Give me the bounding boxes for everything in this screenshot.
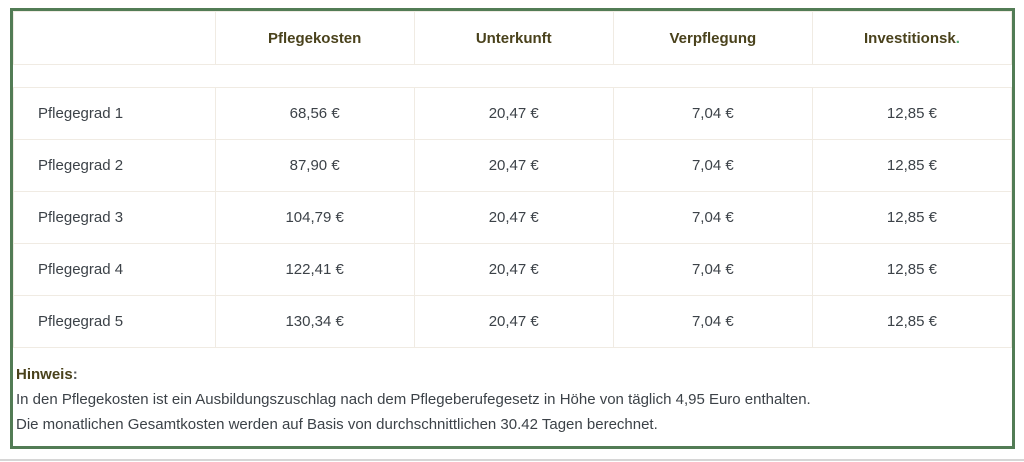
bottom-divider [0, 459, 1024, 461]
care-costs-panel: Pflegekosten Unterkunft Verpflegung Inve… [10, 8, 1015, 449]
cell-unterkunft: 20,47 € [413, 87, 614, 140]
table-row: Pflegegrad 1 68,56 € 20,47 € 7,04 € 12,8… [13, 87, 1013, 140]
cell-unterkunft: 20,47 € [413, 139, 614, 192]
table-row: Pflegegrad 3 104,79 € 20,47 € 7,04 € 12,… [13, 191, 1013, 244]
row-label: Pflegegrad 4 [13, 243, 216, 296]
cell-pflegekosten: 68,56 € [214, 87, 415, 140]
header-cell-pflegekosten: Pflegekosten [214, 11, 415, 65]
header-cell-investitionsk: Investitionsk. [811, 11, 1013, 65]
cell-pflegekosten: 87,90 € [214, 139, 415, 192]
table-row: Pflegegrad 2 87,90 € 20,47 € 7,04 € 12,8… [13, 139, 1013, 192]
spacer-cell [13, 64, 1012, 88]
green-dot: . [955, 29, 960, 47]
cell-investitionsk: 12,85 € [811, 295, 1013, 348]
cell-verpflegung: 7,04 € [612, 295, 813, 348]
note-colon: : [72, 366, 78, 383]
column-header-label: Investitionsk [864, 29, 956, 47]
cell-pflegekosten: 104,79 € [214, 191, 415, 244]
header-cell-verpflegung: Verpflegung [612, 11, 813, 65]
cell-unterkunft: 20,47 € [413, 295, 614, 348]
column-header-label: Pflegekosten [267, 29, 362, 47]
header-cell-empty [13, 11, 216, 65]
row-label: Pflegegrad 3 [13, 191, 216, 244]
cell-verpflegung: 7,04 € [612, 139, 813, 192]
row-label: Pflegegrad 2 [13, 139, 216, 192]
note-title: Hinweis [16, 366, 73, 383]
cell-unterkunft: 20,47 € [413, 191, 614, 244]
note-line: Die monatlichen Gesamtkosten werden auf … [16, 416, 658, 433]
cell-verpflegung: 7,04 € [612, 191, 813, 244]
cell-verpflegung: 7,04 € [612, 243, 813, 296]
cell-verpflegung: 7,04 € [612, 87, 813, 140]
column-header-label: Unterkunft [475, 29, 552, 47]
cell-pflegekosten: 122,41 € [214, 243, 415, 296]
spacer-row [13, 64, 1012, 88]
cell-investitionsk: 12,85 € [811, 87, 1013, 140]
cell-unterkunft: 20,47 € [413, 243, 614, 296]
header-cell-unterkunft: Unterkunft [413, 11, 614, 65]
note-line: In den Pflegekosten ist ein Ausbildungsz… [16, 391, 811, 408]
cell-pflegekosten: 130,34 € [214, 295, 415, 348]
cell-investitionsk: 12,85 € [811, 191, 1013, 244]
note-heading: Hinweis: [16, 362, 1006, 387]
column-header-label: Verpflegung [669, 29, 757, 47]
note-block: Hinweis: In den Pflegekosten ist ein Aus… [13, 348, 1012, 437]
table-row: Pflegegrad 5 130,34 € 20,47 € 7,04 € 12,… [13, 295, 1013, 348]
table-row: Pflegegrad 4 122,41 € 20,47 € 7,04 € 12,… [13, 243, 1013, 296]
row-label: Pflegegrad 5 [13, 295, 216, 348]
row-label: Pflegegrad 1 [13, 87, 216, 140]
cell-investitionsk: 12,85 € [811, 139, 1013, 192]
care-costs-table: Pflegekosten Unterkunft Verpflegung Inve… [13, 11, 1013, 348]
cell-investitionsk: 12,85 € [811, 243, 1013, 296]
table-header-row: Pflegekosten Unterkunft Verpflegung Inve… [13, 11, 1013, 65]
